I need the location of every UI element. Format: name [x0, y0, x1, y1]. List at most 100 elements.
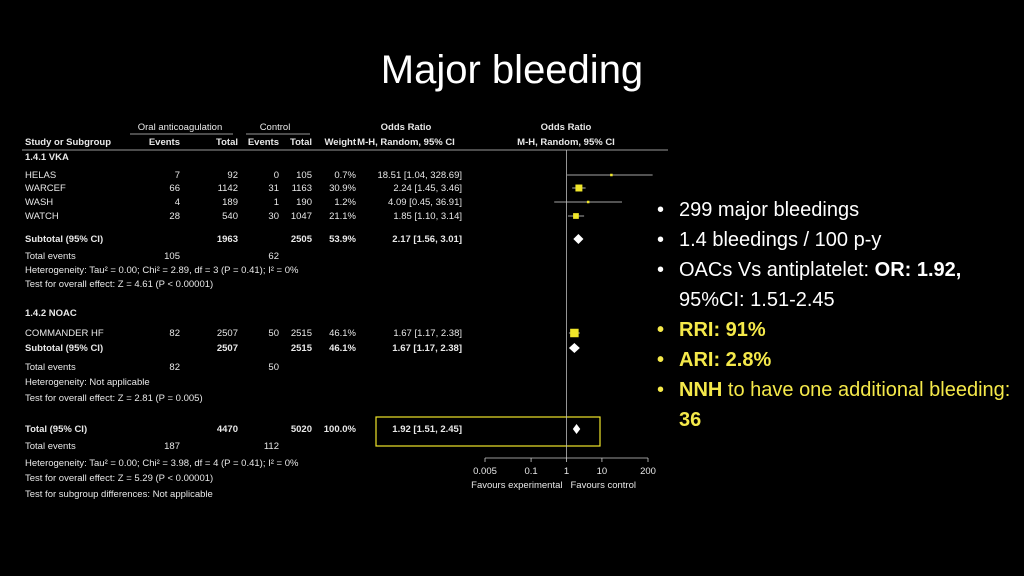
- header-odds-ratio: Odds Ratio: [381, 122, 432, 133]
- bullet-major-bleedings: 299 major bleedings: [655, 195, 1015, 225]
- study-total-oac: 1142: [218, 183, 238, 194]
- bullet-rri: RRI: 91%: [655, 315, 1015, 345]
- study-ci-text: 4.09 [0.45, 36.91]: [388, 197, 462, 208]
- total-events-oac-vka: 105: [164, 251, 180, 262]
- overall-effect-vka: Test for overall effect: Z = 4.61 (P < 0…: [25, 279, 213, 290]
- study-events-control: 31: [268, 183, 279, 194]
- study-marker: [575, 184, 583, 192]
- subtotal-noac-weight: 46.1%: [329, 343, 356, 354]
- slide-title: Major bleeding: [380, 48, 644, 92]
- header-events-oac: Events: [149, 137, 180, 148]
- bullet-strong: 36: [679, 409, 702, 431]
- bullet-odds-ratio: OACs Vs antiplatelet: OR: 1.92, 95%CI: 1.…: [655, 255, 1015, 315]
- study-events-oac: 4: [175, 197, 180, 208]
- study-weight: 46.1%: [329, 328, 356, 339]
- study-events-control: 30: [268, 211, 279, 222]
- study-events-control: 50: [268, 328, 279, 339]
- study-name: WATCH: [25, 211, 59, 222]
- favours-control-label: Favours control: [571, 480, 636, 491]
- heterogeneity-vka: Heterogeneity: Tau² = 0.00; Chi² = 2.89,…: [25, 265, 299, 276]
- subgroup-label-vka: 1.4.1 VKA: [25, 152, 69, 163]
- total-highlight-box: [375, 416, 601, 447]
- overall-total-total-control: 5020: [291, 424, 312, 435]
- subtotal-vka-ci-text: 2.17 [1.56, 3.01]: [392, 234, 462, 245]
- study-ci-text: 2.24 [1.45, 3.46]: [393, 183, 462, 194]
- study-total-oac: 540: [222, 211, 238, 222]
- total-events-control-noac: 50: [268, 362, 279, 373]
- study-marker: [610, 173, 613, 177]
- study-name: COMMANDER HF: [25, 328, 104, 339]
- subtotal-vka-diamond: [573, 234, 584, 244]
- bullet-text: to have one additional bleeding:: [722, 379, 1011, 401]
- study-marker: [573, 213, 579, 219]
- study-name: WARCEF: [25, 183, 66, 194]
- study-name: HELAS: [25, 170, 56, 181]
- study-weight: 21.1%: [329, 211, 356, 222]
- overall-effect: Test for overall effect: Z = 5.29 (P < 0…: [25, 473, 213, 484]
- subtotal-noac-total-control: 2515: [291, 343, 313, 354]
- study-events-oac: 82: [169, 328, 180, 339]
- header-total-oac: Total: [216, 137, 238, 148]
- study-marker: [586, 200, 590, 204]
- study-weight: 0.7%: [334, 170, 356, 181]
- subgroup-differences: Test for subgroup differences: Not appli…: [25, 489, 213, 500]
- bullet-text: 1.4 bleedings / 100 p-y: [679, 229, 882, 251]
- study-events-oac: 7: [175, 170, 180, 181]
- x-tick-label: 10: [597, 466, 608, 477]
- heterogeneity-overall: Heterogeneity: Tau² = 0.00; Chi² = 3.98,…: [25, 458, 299, 469]
- study-total-control: 190: [296, 197, 312, 208]
- study-weight: 30.9%: [329, 183, 356, 194]
- study-total-oac: 2507: [217, 328, 238, 339]
- bullet-strong: NNH: [679, 379, 723, 401]
- subtotal-noac-total-oac: 2507: [217, 343, 238, 354]
- heterogeneity-noac: Heterogeneity: Not applicable: [25, 377, 150, 388]
- subtotal-noac-ci-text: 1.67 [1.17, 2.38]: [392, 343, 462, 354]
- key-findings-list: 299 major bleedings 1.4 bleedings / 100 …: [655, 195, 1015, 435]
- total-events-control: 112: [264, 441, 279, 452]
- total-events-control-vka: 62: [268, 251, 279, 262]
- bullet-ci-text: 95%CI: 1.51-2.45: [679, 289, 835, 311]
- total-events-label: Total events: [25, 441, 76, 452]
- header-events-control: Events: [248, 137, 279, 148]
- study-total-control: 2515: [291, 328, 312, 339]
- overall-total-ci-text: 1.92 [1.51, 2.45]: [392, 424, 462, 435]
- study-total-oac: 189: [222, 197, 238, 208]
- study-events-oac: 28: [169, 211, 180, 222]
- x-tick-label: 0.005: [473, 466, 497, 477]
- total-events-oac: 187: [164, 441, 180, 452]
- study-total-oac: 92: [227, 170, 238, 181]
- overall-total-label: Total (95% CI): [25, 424, 87, 435]
- bullet-nnh: NNH to have one additional bleeding: 36: [655, 375, 1015, 435]
- header-group-control: Control: [260, 122, 291, 133]
- header-odds-ratio-method: M-H, Random, 95% CI: [357, 137, 455, 148]
- subtotal-vka-total-control: 2505: [291, 234, 313, 245]
- study-ci-text: 1.67 [1.17, 2.38]: [393, 328, 462, 339]
- subtotal-noac-diamond: [568, 343, 580, 353]
- bullet-strong: RRI: 91%: [679, 319, 766, 341]
- study-events-control: 0: [274, 170, 279, 181]
- total-events-oac-noac: 82: [169, 362, 180, 373]
- subtotal-vka-weight: 53.9%: [329, 234, 356, 245]
- header-study: Study or Subgroup: [25, 137, 111, 148]
- total-events-label-vka: Total events: [25, 251, 76, 262]
- overall-total-total-oac: 4470: [217, 424, 238, 435]
- study-ci-text: 1.85 [1.10, 3.14]: [393, 211, 462, 222]
- bullet-bleeding-rate: 1.4 bleedings / 100 p-y: [655, 225, 1015, 255]
- bullet-text: 299 major bleedings: [679, 199, 860, 221]
- header-group-oac: Oral anticoagulation: [138, 122, 223, 133]
- study-events-oac: 66: [169, 183, 180, 194]
- study-total-control: 105: [296, 170, 312, 181]
- x-tick-label: 0.1: [524, 466, 537, 477]
- subtotal-vka-total-oac: 1963: [217, 234, 238, 245]
- study-ci-text: 18.51 [1.04, 328.69]: [377, 170, 462, 181]
- study-weight: 1.2%: [334, 197, 356, 208]
- bullet-strong: ARI: 2.8%: [679, 349, 772, 371]
- x-tick-label: 200: [640, 466, 656, 477]
- bullet-strong: OR: 1.92,: [874, 259, 962, 281]
- subtotal-vka-label: Subtotal (95% CI): [25, 234, 103, 245]
- subtotal-noac-label: Subtotal (95% CI): [25, 343, 103, 354]
- header-total-control: Total: [290, 137, 312, 148]
- x-tick-label: 1: [564, 466, 569, 477]
- header-weight: Weight: [325, 137, 357, 148]
